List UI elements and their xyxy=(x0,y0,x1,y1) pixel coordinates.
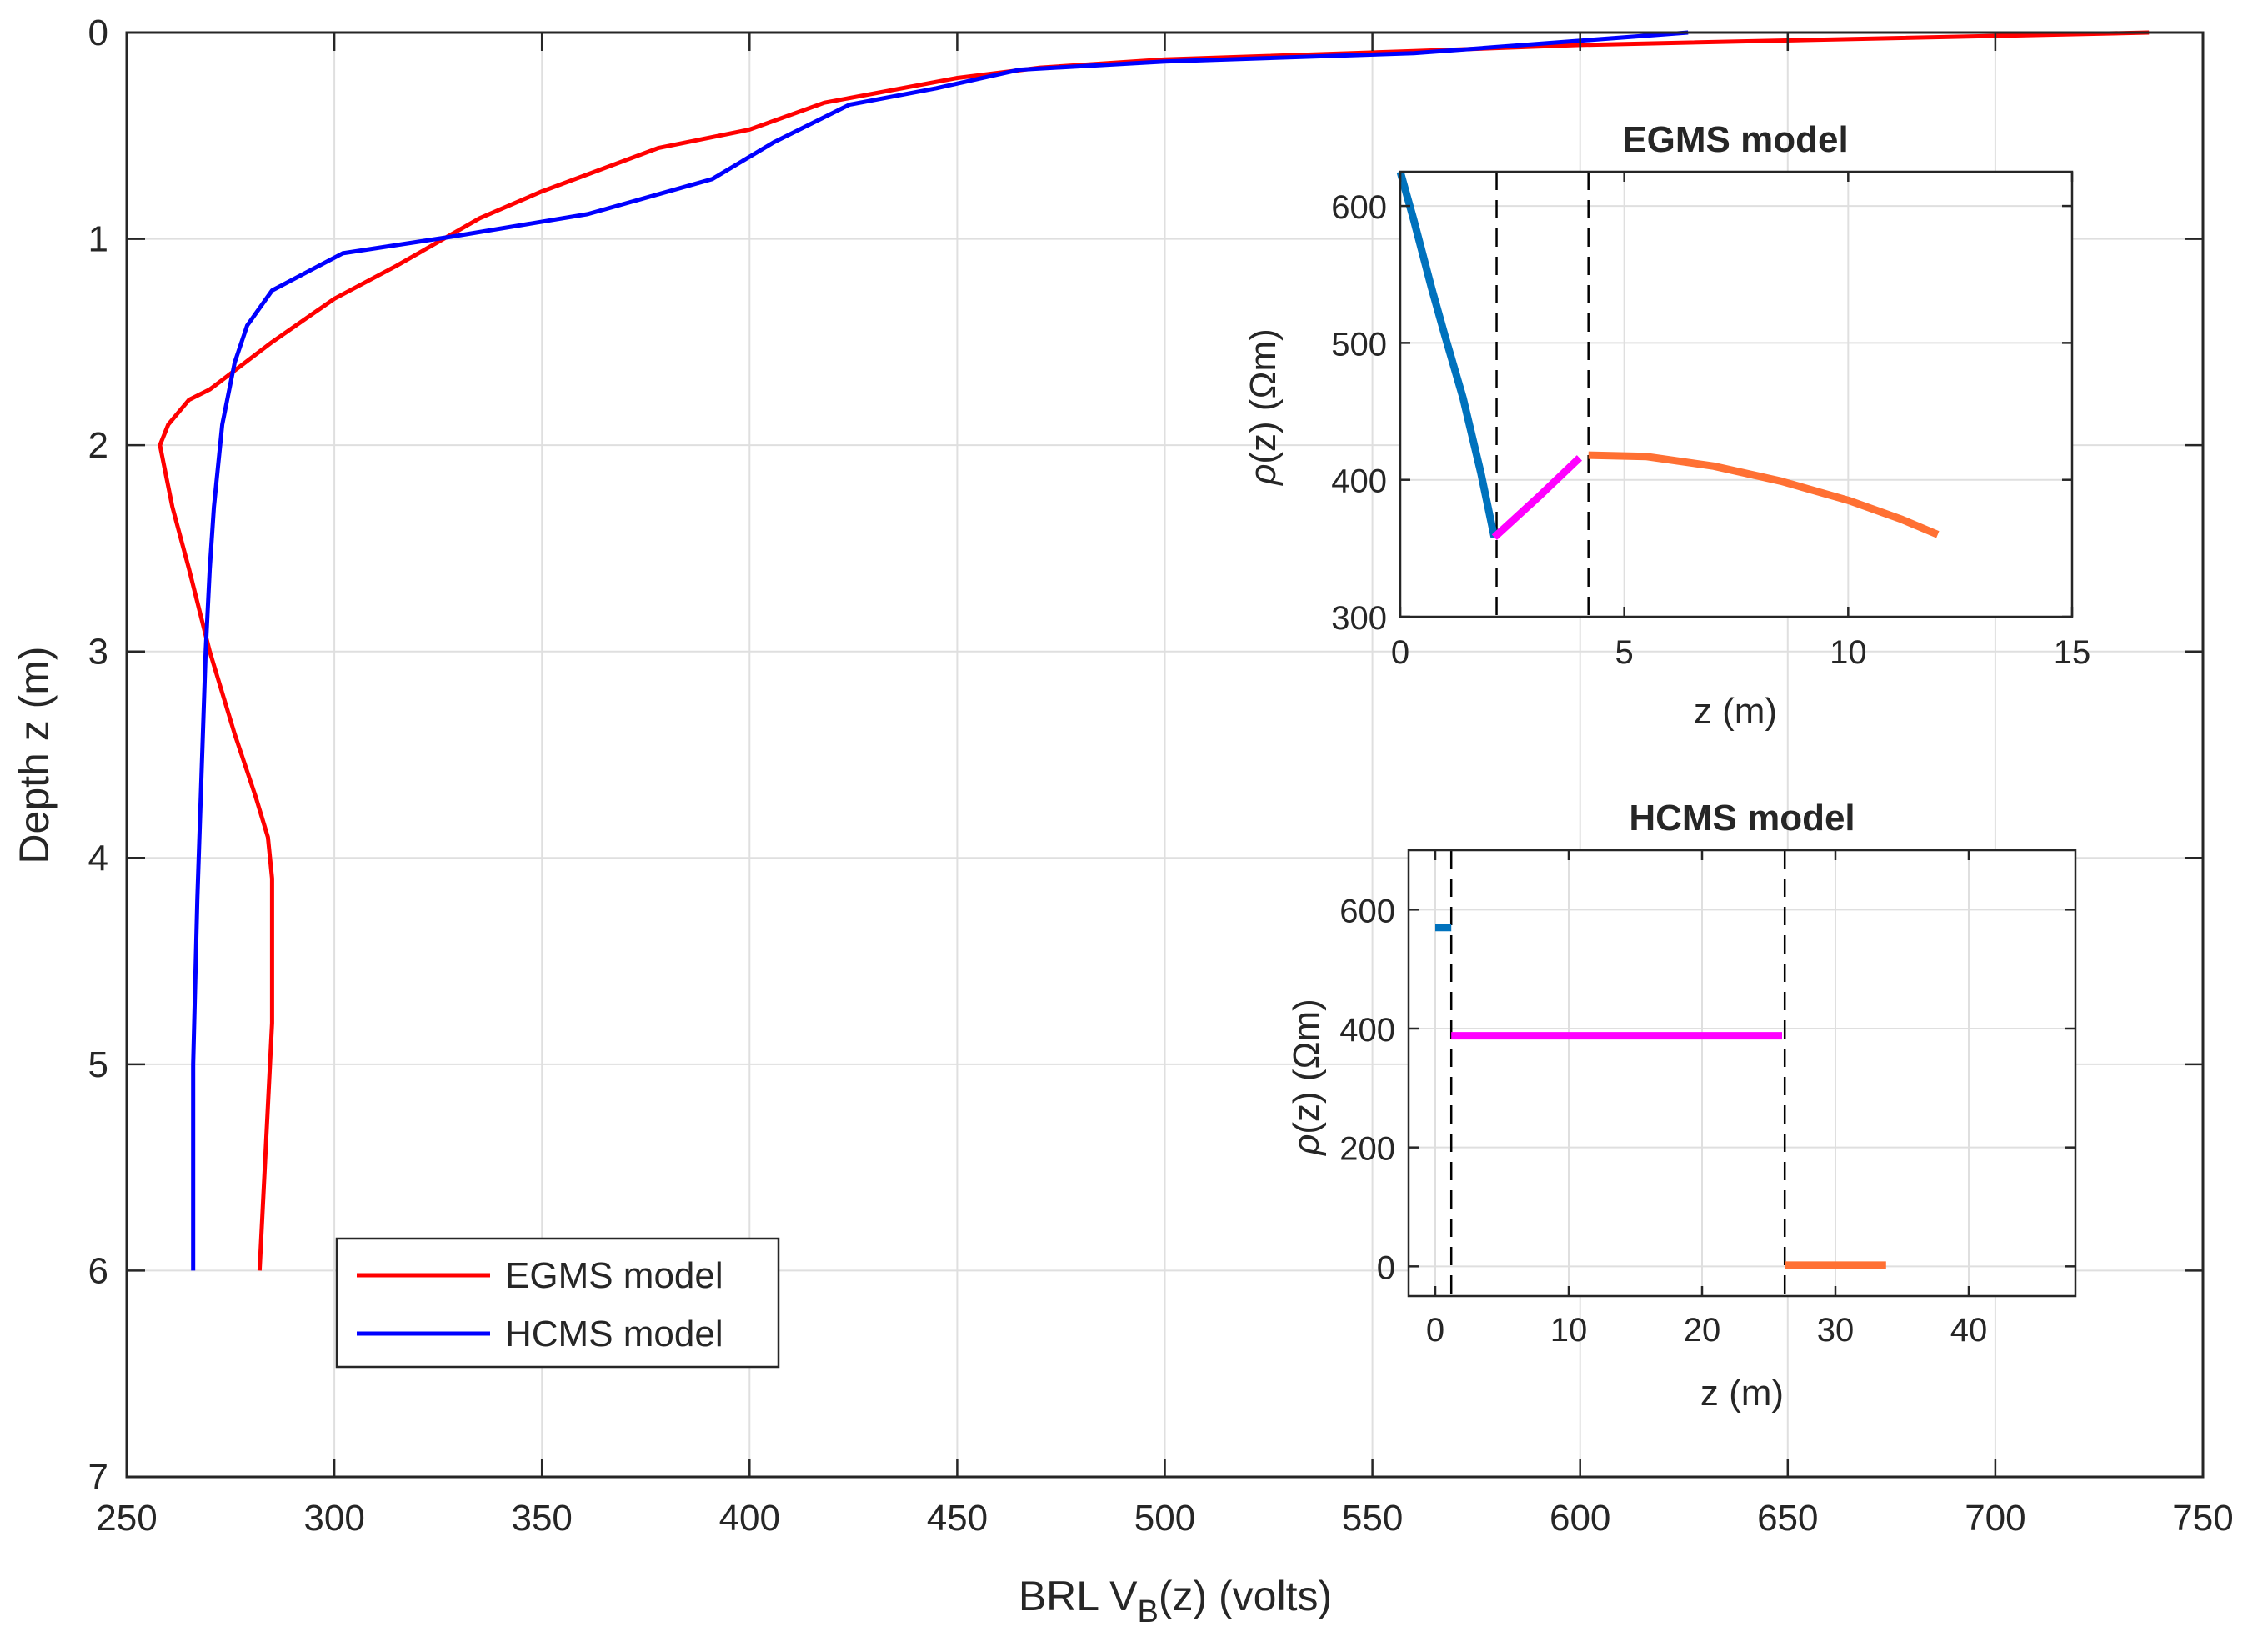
inset1-y-tick-label: 300 xyxy=(1331,600,1387,637)
inset-hcms-series-group xyxy=(1435,924,1886,1269)
inset2-y-tick-label: 200 xyxy=(1339,1131,1395,1168)
main-x-tick-label: 750 xyxy=(2172,1498,2233,1539)
main-x-tick-label: 550 xyxy=(1342,1498,1403,1539)
inset-hcms-ticks xyxy=(1409,850,2075,1296)
main-ticks xyxy=(125,31,2205,1479)
inset-egms-y-axis-label: ρ(z) (Ωm) xyxy=(1243,328,1284,487)
inset-hcms-y-tick-labels: 0 200 400 600 xyxy=(1339,893,1395,1286)
main-legend-box xyxy=(335,1237,780,1369)
main-x-axis-label-subscript: B xyxy=(1137,1594,1158,1629)
inset-egms-y-tick-labels: 300 400 500 600 xyxy=(1331,189,1387,637)
inset1-x-tick-label: 5 xyxy=(1615,634,1634,671)
inset1-x-tick-label: 10 xyxy=(1830,634,1867,671)
main-series-egms-model xyxy=(158,30,2150,1271)
inset2-x-tick-label: 30 xyxy=(1817,1312,1855,1349)
inset1-y-tick-label: 500 xyxy=(1331,326,1387,363)
inset2-x-tick-label: 40 xyxy=(1950,1312,1988,1349)
inset-egms-series-group xyxy=(1396,170,1940,541)
inset-egms-ticks xyxy=(1399,172,2074,618)
main-y-tick-label: 1 xyxy=(88,219,108,260)
main-x-tick-label: 650 xyxy=(1757,1498,1818,1539)
main-x-tick-label: 250 xyxy=(96,1498,157,1539)
inset2-y-tick-label: 0 xyxy=(1377,1249,1395,1286)
main-x-tick-labels: 250 300 350 400 450 500 550 600 650 700 750 xyxy=(96,1498,2233,1539)
legend-label-egms: EGMS model xyxy=(505,1255,723,1296)
main-y-tick-label: 5 xyxy=(88,1044,108,1085)
inset2-y-tick-label: 600 xyxy=(1339,893,1395,929)
main-x-tick-label: 350 xyxy=(511,1498,572,1539)
main-x-axis-label-rest: (z) (volts) xyxy=(1159,1573,1332,1619)
inset1-x-tick-label: 0 xyxy=(1391,634,1409,671)
inset-egms-x-axis-label: z (m) xyxy=(1694,691,1777,732)
inset1-y-tick-label: 400 xyxy=(1331,463,1387,500)
inset-hcms-x-tick-labels: 0 10 20 30 40 xyxy=(1426,1312,1987,1349)
main-x-tick-label: 400 xyxy=(719,1498,780,1539)
inset1-series-layer-1 xyxy=(1396,170,1499,538)
inset-hcms-grid xyxy=(1409,850,2075,1296)
inset-hcms-background xyxy=(1409,850,2075,1296)
inset1-y-tick-label: 600 xyxy=(1331,189,1387,226)
legend-label-hcms: HCMS model xyxy=(505,1314,723,1354)
inset-egms-y-axis-rho: ρ xyxy=(1243,464,1284,487)
inset-hcms-axes: 0 10 20 30 40 0 200 400 600 HCMS model z (m) ρ(… xyxy=(1286,798,2077,1414)
inset2-x-tick-label: 0 xyxy=(1426,1312,1444,1349)
inset1-series-layer-2 xyxy=(1491,455,1583,541)
main-y-tick-label: 2 xyxy=(88,425,108,466)
main-y-tick-label: 4 xyxy=(88,838,108,879)
inset-hcms-y-axis-rho: ρ xyxy=(1286,1134,1327,1157)
inset1-x-tick-label: 15 xyxy=(2054,634,2091,671)
inset2-x-tick-label: 20 xyxy=(1684,1312,1721,1349)
main-series-group xyxy=(158,30,2150,1271)
main-x-tick-label: 600 xyxy=(1550,1498,1610,1539)
main-y-tick-label: 7 xyxy=(88,1457,108,1498)
inset-hcms-y-axis-rest: (z) (Ωm) xyxy=(1286,999,1327,1134)
main-x-tick-label: 450 xyxy=(927,1498,988,1539)
inset-egms-frame xyxy=(1399,170,2074,618)
main-series-hcms-model xyxy=(191,30,1689,1271)
main-y-axis-label: Depth z (m) xyxy=(11,646,58,864)
main-legend: EGMS model HCMS model xyxy=(335,1237,780,1369)
main-y-tick-label: 6 xyxy=(88,1250,108,1291)
main-x-tick-label: 500 xyxy=(1134,1498,1195,1539)
inset2-y-tick-label: 400 xyxy=(1339,1012,1395,1049)
inset-hcms-y-axis-label: ρ(z) (Ωm) xyxy=(1286,999,1327,1157)
inset2-x-tick-label: 10 xyxy=(1550,1312,1588,1349)
main-y-tick-labels: 0 1 2 3 4 5 6 7 xyxy=(88,13,108,1498)
inset-egms-y-axis-rest: (z) (Ωm) xyxy=(1243,328,1284,463)
inset-egms-x-tick-labels: 0 5 10 15 xyxy=(1391,634,2090,671)
main-x-tick-label: 300 xyxy=(303,1498,364,1539)
inset-hcms-title: HCMS model xyxy=(1629,798,1855,839)
inset-egms-boundary-lines xyxy=(1495,172,1590,617)
inset-egms-title: EGMS model xyxy=(1622,119,1848,160)
inset-egms-background xyxy=(1400,172,2072,617)
main-x-axis-label: BRL VB(z) (volts) xyxy=(1019,1573,1332,1629)
main-x-tick-label: 700 xyxy=(1965,1498,2025,1539)
inset-hcms-x-axis-label: z (m) xyxy=(1700,1373,1784,1414)
main-x-axis-label-main: BRL V xyxy=(1019,1573,1138,1619)
main-y-tick-label: 0 xyxy=(88,13,108,53)
inset-egms-axes: 0 5 10 15 300 400 500 600 EGMS model z (m) ρ(z… xyxy=(1243,119,2090,732)
main-y-tick-label: 3 xyxy=(88,632,108,673)
main-axes: 250 300 350 400 450 500 550 600 650 700 750 012345… xyxy=(11,13,2234,1629)
inset-hcms-frame xyxy=(1407,849,2077,1298)
inset1-series-layer-3 xyxy=(1588,451,1940,538)
